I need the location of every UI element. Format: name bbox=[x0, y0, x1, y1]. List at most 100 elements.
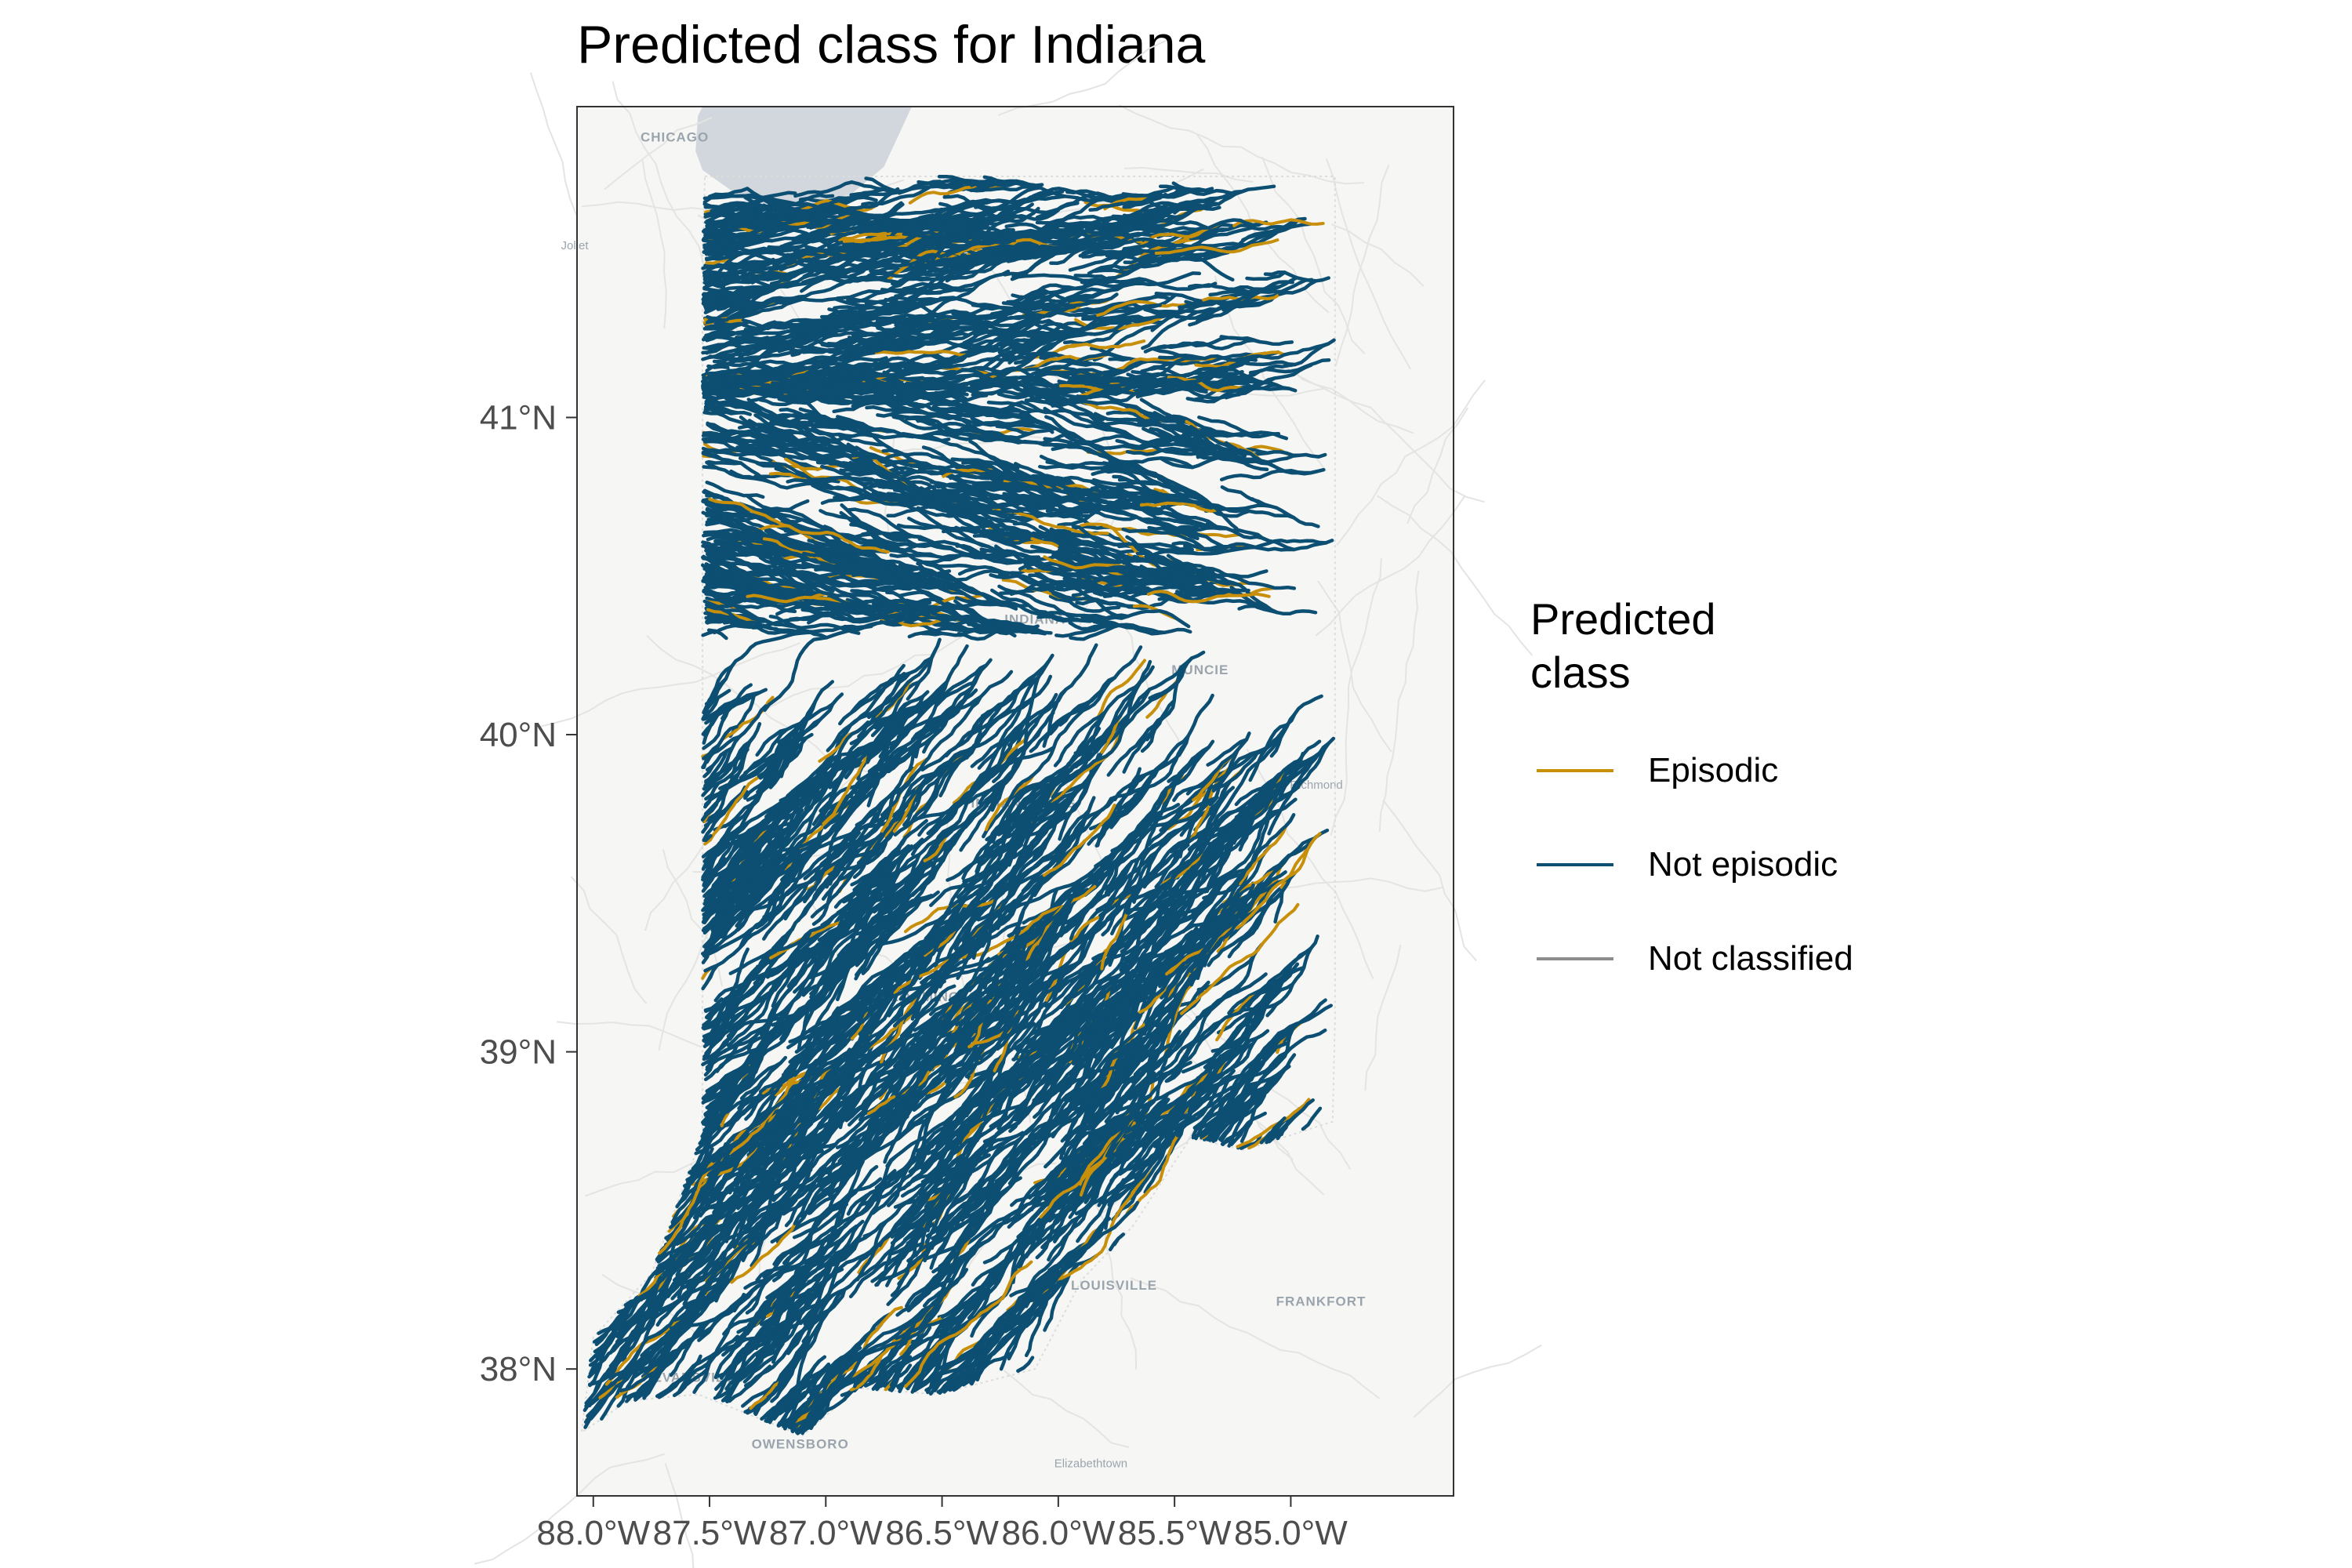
river-segment-not-episodic bbox=[887, 1057, 949, 1114]
river-segment-not-episodic bbox=[880, 1303, 938, 1376]
river-segment-not-episodic bbox=[1221, 1047, 1293, 1104]
river-segment-not-episodic bbox=[738, 456, 805, 476]
river-segment-not-episodic bbox=[945, 260, 1004, 283]
river-segment-not-episodic bbox=[1083, 894, 1189, 973]
river-segment-not-episodic bbox=[1007, 814, 1153, 913]
river-segment-not-episodic bbox=[770, 1181, 837, 1244]
river-segment-not-episodic bbox=[1058, 676, 1117, 727]
river-segment-episodic bbox=[1039, 1121, 1136, 1219]
river-segment-not-episodic bbox=[1225, 734, 1281, 808]
river-segment-not-episodic bbox=[1178, 280, 1294, 312]
river-segment-not-episodic bbox=[1139, 397, 1222, 450]
river-segment-not-episodic bbox=[706, 734, 757, 786]
river-network[interactable] bbox=[583, 174, 1336, 1436]
river-segment-not-episodic bbox=[1200, 998, 1327, 1138]
river-segment-not-episodic bbox=[771, 962, 797, 1008]
river-segment-not-episodic bbox=[1004, 222, 1053, 233]
river-segment-not-episodic bbox=[1007, 739, 1107, 867]
river-segment-not-episodic bbox=[938, 218, 1011, 259]
river-segment-not-episodic bbox=[705, 695, 720, 717]
river-segment-not-episodic bbox=[970, 1136, 1023, 1174]
river-segment-not-episodic bbox=[1196, 450, 1263, 463]
river-segment-not-episodic bbox=[1118, 867, 1237, 1000]
river-segment-not-episodic bbox=[870, 789, 978, 903]
river-segment-not-episodic bbox=[900, 480, 1018, 524]
legend-item-not-episodic[interactable]: Not episodic bbox=[1530, 840, 1938, 887]
river-segment-not-episodic bbox=[782, 1210, 863, 1265]
basemap-road bbox=[1382, 799, 1477, 962]
river-segment-episodic bbox=[703, 772, 768, 846]
river-segment-episodic bbox=[733, 219, 812, 234]
river-segment-not-episodic bbox=[1065, 287, 1107, 300]
river-segment-not-episodic bbox=[934, 680, 978, 708]
river-segment-episodic bbox=[842, 235, 911, 243]
river-segment-not-episodic bbox=[996, 494, 1058, 504]
river-segment-not-episodic bbox=[655, 1274, 713, 1327]
river-segment-not-episodic bbox=[583, 1390, 615, 1425]
river-segment-not-episodic bbox=[777, 394, 826, 405]
river-segment-not-episodic bbox=[707, 343, 781, 359]
river-segment-not-episodic bbox=[764, 589, 808, 600]
river-segment-not-episodic bbox=[982, 1046, 1047, 1120]
river-segment-not-episodic bbox=[836, 916, 888, 1002]
river-segment-not-episodic bbox=[764, 1267, 844, 1324]
river-segment-not-episodic bbox=[702, 964, 760, 1027]
river-segment-not-episodic bbox=[707, 187, 750, 198]
river-segment-not-episodic bbox=[1010, 273, 1111, 282]
river-segment-not-episodic bbox=[704, 330, 753, 338]
river-segment-not-episodic bbox=[787, 1115, 909, 1203]
river-segment-not-episodic bbox=[1072, 967, 1104, 999]
river-segment-not-episodic bbox=[955, 236, 1023, 246]
river-segment-not-episodic bbox=[1064, 434, 1138, 445]
legend-item-not-classified[interactable]: Not classified bbox=[1530, 935, 1938, 982]
river-segment-not-episodic bbox=[889, 695, 925, 750]
river-segment-not-episodic bbox=[977, 692, 1058, 770]
river-segment-not-episodic bbox=[939, 1176, 1022, 1287]
river-segment-not-episodic bbox=[989, 796, 1096, 898]
river-segment-not-episodic bbox=[1011, 281, 1091, 307]
legend: Predicted class Episodic Not episodic No… bbox=[1530, 593, 1853, 978]
river-segment-not-episodic bbox=[1011, 244, 1104, 255]
river-segment-not-episodic bbox=[896, 695, 983, 739]
river-segment-not-episodic bbox=[916, 417, 1007, 441]
river-segment-not-episodic bbox=[724, 1347, 781, 1391]
river-segment-not-episodic bbox=[1120, 1112, 1160, 1164]
basemap-road bbox=[658, 910, 717, 1051]
river-segment-not-episodic bbox=[998, 806, 1033, 844]
river-segment-not-episodic bbox=[1026, 583, 1087, 592]
river-segment-not-episodic bbox=[1032, 318, 1132, 359]
river-segment-not-episodic bbox=[707, 292, 763, 323]
river-segment-not-episodic bbox=[997, 339, 1039, 354]
river-segment-not-episodic bbox=[806, 220, 900, 230]
river-segment-not-episodic bbox=[860, 560, 920, 579]
river-segment-not-episodic bbox=[818, 762, 850, 813]
river-segment-not-episodic bbox=[753, 933, 834, 985]
legend-label-not-classified: Not classified bbox=[1648, 939, 1853, 978]
river-segment-not-episodic bbox=[822, 750, 855, 783]
river-segment-episodic bbox=[849, 1353, 884, 1392]
river-segment-not-episodic bbox=[775, 442, 905, 472]
river-segment-not-episodic bbox=[619, 1272, 686, 1356]
river-segment-not-episodic bbox=[1227, 828, 1330, 927]
river-segment-not-episodic bbox=[822, 524, 882, 546]
basemap-road bbox=[997, 39, 1167, 116]
river-segment-not-episodic bbox=[775, 1139, 808, 1169]
river-segment-not-episodic bbox=[786, 724, 852, 798]
river-segment-not-episodic bbox=[769, 265, 836, 286]
legend-item-episodic[interactable]: Episodic bbox=[1530, 746, 1938, 793]
river-segment-not-episodic bbox=[1025, 380, 1208, 403]
river-segment-not-episodic bbox=[704, 448, 767, 456]
river-segment-episodic bbox=[749, 1380, 782, 1410]
river-segment-not-episodic bbox=[820, 269, 1011, 319]
river-segment-episodic bbox=[708, 497, 890, 554]
river-segment-not-episodic bbox=[949, 1174, 996, 1210]
river-segment-not-episodic bbox=[704, 208, 797, 227]
river-segment-not-episodic bbox=[906, 843, 1024, 967]
river-segment-not-episodic bbox=[1088, 414, 1171, 447]
river-segment-not-episodic bbox=[1095, 775, 1142, 848]
river-segment-not-episodic bbox=[1143, 307, 1216, 321]
river-segment-not-episodic bbox=[1076, 797, 1218, 944]
basemap-road bbox=[1003, 1370, 1130, 1448]
river-segment-not-episodic bbox=[739, 209, 816, 240]
